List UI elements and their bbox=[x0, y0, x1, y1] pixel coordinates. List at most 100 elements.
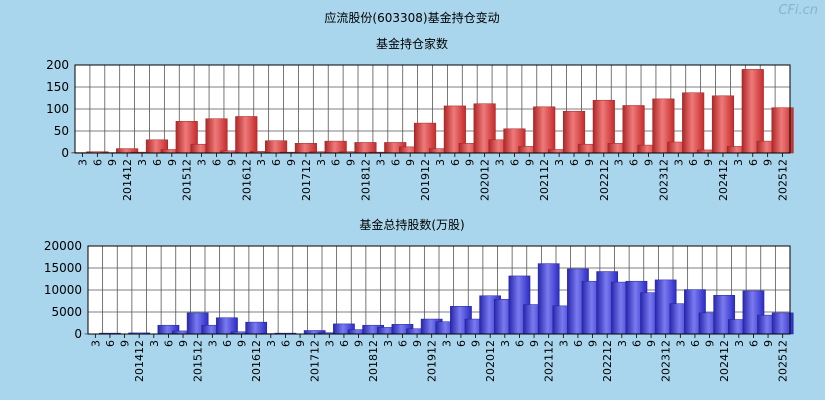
bar-201606 bbox=[205, 118, 228, 154]
bar-201806 bbox=[324, 140, 347, 154]
x-tick-label: 201412 bbox=[121, 159, 134, 201]
plot-frame bbox=[74, 64, 791, 154]
x-tick-label: 3 bbox=[323, 340, 336, 347]
x-tick-label: 3 bbox=[148, 340, 161, 347]
y-tick-label: 200 bbox=[46, 58, 69, 72]
bar-201812 bbox=[354, 142, 377, 154]
x-tick-label: 201512 bbox=[181, 159, 194, 201]
x-tick-label: 3 bbox=[89, 340, 102, 347]
y-tick-label: 150 bbox=[46, 80, 69, 94]
x-tick-label: 6 bbox=[221, 340, 234, 347]
x-tick-label: 3 bbox=[76, 159, 89, 166]
x-tick-label: 6 bbox=[396, 340, 409, 347]
x-tick-label: 202512 bbox=[777, 159, 790, 201]
x-tick-label: 202012 bbox=[484, 340, 497, 382]
x-tick-label: 3 bbox=[733, 340, 746, 347]
x-tick-label: 3 bbox=[382, 340, 395, 347]
x-tick-label: 6 bbox=[449, 159, 462, 166]
bar-201612 bbox=[245, 321, 268, 335]
x-tick-label: 6 bbox=[747, 159, 760, 166]
x-tick-label: 6 bbox=[568, 159, 581, 166]
x-tick-label: 9 bbox=[464, 159, 477, 166]
x-tick-label: 3 bbox=[732, 159, 745, 166]
page-title: 应流股份(603308)基金持仓变动 bbox=[324, 10, 499, 25]
x-tick-label: 6 bbox=[630, 340, 643, 347]
x-tick-label: 9 bbox=[225, 159, 238, 166]
x-tick-label: 6 bbox=[513, 340, 526, 347]
x-tick-label: 9 bbox=[528, 340, 541, 347]
x-tick-label: 3 bbox=[374, 159, 387, 166]
x-tick-label: 3 bbox=[255, 159, 268, 166]
x-tick-label: 3 bbox=[557, 340, 570, 347]
y-tick-label: 100 bbox=[46, 102, 69, 116]
x-tick-label: 9 bbox=[353, 340, 366, 347]
x-tick-label: 3 bbox=[553, 159, 566, 166]
x-tick-label: 6 bbox=[389, 159, 402, 166]
x-tick-label: 6 bbox=[508, 159, 521, 166]
bar-202112 bbox=[533, 106, 556, 154]
x-tick-label: 3 bbox=[136, 159, 149, 166]
x-tick-label: 202212 bbox=[598, 159, 611, 201]
x-tick-label: 3 bbox=[674, 340, 687, 347]
x-tick-label: 9 bbox=[642, 159, 655, 166]
x-tick-label: 9 bbox=[236, 340, 249, 347]
x-tick-label: 6 bbox=[162, 340, 175, 347]
x-tick-label: 9 bbox=[762, 340, 775, 347]
bar-202412 bbox=[711, 95, 735, 154]
y-tick-label: 0 bbox=[74, 327, 82, 341]
x-tick-label: 3 bbox=[616, 340, 629, 347]
x-tick-label: 3 bbox=[265, 340, 278, 347]
x-tick-label: 201812 bbox=[367, 340, 380, 382]
x-tick-label: 9 bbox=[119, 340, 132, 347]
x-tick-label: 9 bbox=[583, 159, 596, 166]
x-tick-label: 6 bbox=[279, 340, 292, 347]
bar-201706 bbox=[265, 140, 288, 154]
x-tick-label: 9 bbox=[587, 340, 600, 347]
x-tick-label: 9 bbox=[345, 159, 358, 166]
x-tick-label: 202312 bbox=[657, 159, 670, 201]
x-tick-label: 3 bbox=[196, 159, 209, 166]
plot-frame bbox=[87, 245, 791, 335]
x-tick-label: 9 bbox=[645, 340, 658, 347]
x-tick-label: 9 bbox=[523, 159, 536, 166]
x-tick-label: 3 bbox=[672, 159, 685, 166]
chart-title-holders: 基金持仓家数 bbox=[376, 36, 448, 51]
y-tick-label: 5000 bbox=[51, 305, 82, 319]
x-tick-label: 9 bbox=[702, 159, 715, 166]
y-tick-label: 50 bbox=[54, 124, 69, 138]
x-tick-label: 201912 bbox=[426, 340, 439, 382]
x-tick-label: 9 bbox=[294, 340, 307, 347]
x-tick-label: 201512 bbox=[192, 340, 205, 382]
x-tick-label: 6 bbox=[330, 159, 343, 166]
x-tick-label: 6 bbox=[687, 159, 700, 166]
x-tick-label: 3 bbox=[315, 159, 328, 166]
x-tick-label: 6 bbox=[338, 340, 351, 347]
x-tick-label: 6 bbox=[747, 340, 760, 347]
x-tick-label: 9 bbox=[411, 340, 424, 347]
x-tick-label: 3 bbox=[434, 159, 447, 166]
y-tick-label: 20000 bbox=[44, 239, 82, 253]
x-tick-label: 9 bbox=[177, 340, 190, 347]
chart-title-shares: 基金总持股数(万股) bbox=[359, 217, 464, 232]
x-tick-label: 202512 bbox=[777, 340, 790, 382]
x-tick-label: 9 bbox=[762, 159, 775, 166]
y-tick-label: 0 bbox=[61, 146, 69, 160]
x-tick-label: 6 bbox=[151, 159, 164, 166]
x-tick-label: 9 bbox=[166, 159, 179, 166]
y-tick-label: 15000 bbox=[44, 261, 82, 275]
y-tick-label: 10000 bbox=[44, 283, 82, 297]
x-tick-label: 9 bbox=[285, 159, 298, 166]
x-tick-label: 201712 bbox=[309, 340, 322, 382]
x-tick-label: 201412 bbox=[133, 340, 146, 382]
x-tick-label: 3 bbox=[206, 340, 219, 347]
x-tick-label: 202112 bbox=[538, 159, 551, 201]
x-tick-label: 6 bbox=[572, 340, 585, 347]
x-tick-label: 6 bbox=[104, 340, 117, 347]
x-tick-label: 9 bbox=[470, 340, 483, 347]
x-tick-label: 6 bbox=[91, 159, 104, 166]
x-tick-label: 9 bbox=[106, 159, 119, 166]
x-tick-label: 202012 bbox=[479, 159, 492, 201]
x-tick-label: 6 bbox=[628, 159, 641, 166]
